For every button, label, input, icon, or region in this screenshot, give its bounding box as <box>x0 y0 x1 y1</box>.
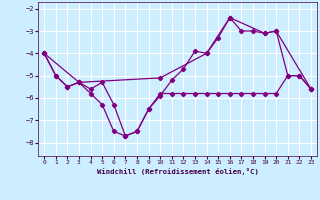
X-axis label: Windchill (Refroidissement éolien,°C): Windchill (Refroidissement éolien,°C) <box>97 168 259 175</box>
